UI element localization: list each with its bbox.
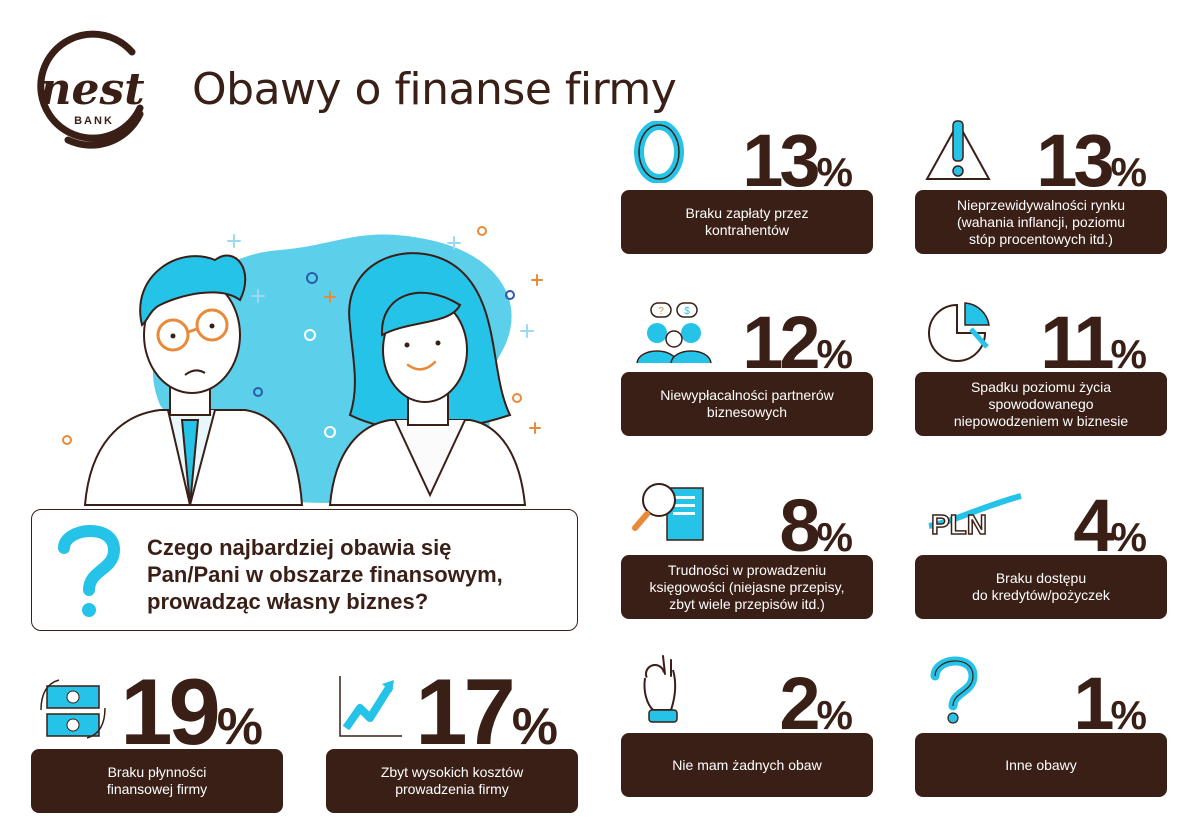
stat-item: 13% Braku zapłaty przez kontrahentów [621,120,873,255]
stat-item: 1% Inne obawy [915,656,1167,798]
stat-label-box: Inne obawy [915,733,1167,798]
stat-value: 1% [1073,666,1147,741]
stat-number: 19 [120,658,221,764]
stat-item: PLN 4% Braku dostępu do kredytów/pożyczek [915,485,1167,620]
warning-icon [923,117,993,188]
stat-value: 8% [779,488,853,563]
growth-chart-icon [334,672,404,747]
stat-label-box: Niewypłacalności partnerów biznesowych [621,372,873,437]
stat-number: 13 [742,118,820,202]
stat-label-line: kontrahentów [704,222,790,239]
survey-question-box: Czego najbardziej obawia się Pan/Pani w … [31,509,578,631]
stat-label-line: Braku zapłaty przez [685,205,809,222]
stat-label-box: Trudności w prowadzeniu księgowości (niej… [621,555,873,620]
percent-sign: % [1110,148,1147,195]
svg-text:?: ? [658,306,664,317]
stat-label-line: Trudności w prowadzeniu [667,561,827,578]
stat-number: 12 [742,300,820,384]
stat-label-line: biznesowych [706,404,788,421]
stat-label-line: Nieprzewidywalności rynku [956,196,1126,213]
svg-text:$: $ [684,306,690,317]
stat-item: 17% Zbyt wysokich kosztów prowadzenia firm… [326,660,578,814]
percent-sign: % [816,148,853,195]
stat-label-box: Braku płynności finansowej firmy [31,749,283,814]
question-icon [923,652,983,731]
stat-number: 4 [1073,483,1114,567]
logo-wordmark: nest [39,64,144,115]
question-line: Czego najbardziej obawia się [147,535,452,560]
percent-sign: % [816,330,853,377]
stat-label-line: księgowości (niejasne przepisy, [649,578,845,595]
page-title: Obawy o finanse firmy [192,64,677,115]
stat-label-line: do kredytów/pożyczek [972,587,1110,604]
stat-label-line: Braku dostępu [995,570,1087,587]
stat-label-box: Braku zapłaty przez kontrahentów [621,190,873,255]
zero-icon [629,120,689,188]
logo-subtitle: BANK [74,115,114,127]
stat-value: 4% [1073,488,1147,563]
stat-label-line: stóp procentowych itd.) [969,230,1113,247]
document-search-icon [629,478,719,553]
stat-value: 19% [120,664,263,759]
pln-icon-text: PLN [931,509,987,540]
pln-icon: PLN [923,492,1023,553]
stat-value: 2% [779,666,853,741]
stat-label-box: Nie mam żadnych obaw [621,733,873,798]
stat-number: 13 [1036,118,1114,202]
stat-item: 19% Braku płynności finansowej firmy [31,660,283,814]
stat-value: 12% [742,305,853,380]
stat-item: 11% Spadku poziomu życia spowodowanego niep… [915,299,1167,437]
question-line: prowadząc własny biznes? [147,589,429,614]
stat-label-line: Braku płynności [107,764,207,781]
stat-label-box: Zbyt wysokich kosztów prowadzenia firmy [326,749,578,814]
stat-number: 2 [779,661,820,745]
percent-sign: % [216,697,263,756]
stat-number: 8 [779,483,820,567]
stat-value: 13% [1036,123,1147,198]
percent-sign: % [816,513,853,560]
stat-label-box: Nieprzewidywalności rynku (wahania inflan… [915,190,1167,255]
question-line: Pan/Pani w obszarze finansowym, [147,562,503,587]
pie-chart-icon [923,299,999,370]
banknote-cycle-icon [39,676,107,747]
stat-label-line: niepowodzeniem w biznesie [953,412,1129,429]
question-mark-icon [54,520,124,620]
stat-label-line: Nie mam żadnych obaw [672,756,822,773]
stat-label-line: Spadku poziomu życia [970,378,1112,395]
stat-item: ? $12% Niewypłacalności partnerów biznesowy… [621,299,873,437]
stat-label-line: prowadzenia firmy [395,781,509,798]
stat-value: 11% [1040,305,1147,380]
stat-number: 11 [1040,300,1114,384]
stat-label-line: Niewypłacalności partnerów [660,387,834,404]
stat-item: 2% Nie mam żadnych obaw [621,655,873,798]
percent-sign: % [1110,330,1147,377]
stat-label-line: finansowej firmy [106,781,208,798]
stat-label-line: zbyt wiele przepisów itd.) [669,595,825,612]
percent-sign: % [1110,513,1147,560]
stat-item: 13% Nieprzewidywalności rynku (wahania inf… [915,117,1167,255]
percent-sign: % [1110,691,1147,738]
stat-label-line: spowodowanego [988,395,1094,412]
business-people-illustration [30,215,590,515]
stat-value: 17% [415,664,558,759]
percent-sign: % [816,691,853,738]
stat-label-line: Inne obawy [1005,756,1077,773]
stat-label-box: Spadku poziomu życia spowodowanego niepowo… [915,372,1167,437]
stat-number: 17 [415,658,516,764]
stat-label-line: (wahania inflancji, poziomu [956,213,1126,230]
percent-sign: % [511,697,558,756]
nest-bank-logo: nest BANK [28,30,156,150]
ok-hand-icon [629,652,689,731]
people-money-icon: ? $ [629,299,719,370]
stat-item: 8% Trudności w prowadzeniu księgowości (ni… [621,483,873,620]
survey-question-text: Czego najbardziej obawia się Pan/Pani w … [147,534,567,615]
stat-number: 1 [1073,661,1114,745]
stat-label-box: Braku dostępu do kredytów/pożyczek [915,555,1167,620]
stat-value: 13% [742,123,853,198]
stat-label-line: Zbyt wysokich kosztów [380,764,524,781]
